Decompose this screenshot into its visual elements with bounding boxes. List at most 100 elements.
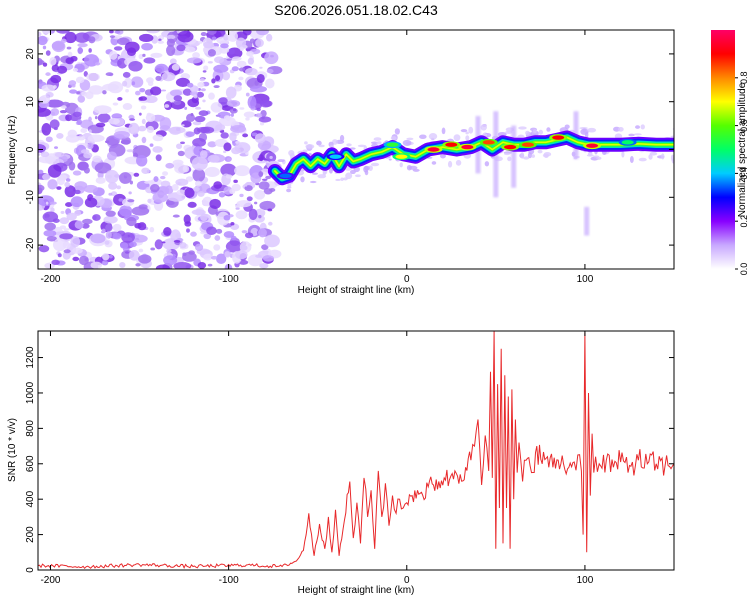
noise-blob (256, 73, 265, 84)
noise-blob (225, 86, 237, 99)
ridge-halo-blob (329, 145, 335, 148)
noise-blob (264, 171, 268, 176)
noise-blob (105, 223, 113, 232)
noise-blob (65, 178, 71, 182)
noise-blob (194, 243, 204, 252)
noise-blob (211, 78, 216, 84)
ridge-hotspot (586, 143, 599, 148)
noise-blob (258, 214, 262, 219)
noise-blob (38, 184, 45, 192)
spectrogram-x-tick-label: 100 (577, 274, 594, 285)
ridge-halo-blob (480, 124, 487, 131)
ridge-halo-blob (440, 153, 446, 159)
ridge-halo-blob (447, 160, 453, 168)
ridge-halo-blob (483, 133, 488, 137)
noise-blob (258, 154, 264, 162)
noise-blob (38, 153, 41, 156)
noise-blob (184, 46, 196, 53)
noise-blob (42, 62, 48, 67)
noise-blob (258, 116, 272, 123)
noise-blob (234, 31, 248, 41)
noise-blob (232, 108, 237, 112)
noise-blob (54, 69, 58, 73)
ridge-halo-blob (332, 139, 338, 145)
noise-blob (60, 210, 65, 214)
noise-blob (235, 37, 247, 49)
noise-blob (200, 213, 208, 222)
noise-blob (224, 251, 231, 258)
noise-blob (226, 58, 232, 61)
noise-blob (44, 262, 55, 269)
colorbar-tick-label: 0.4 (739, 167, 749, 180)
noise-blob (112, 102, 119, 106)
ridge-halo-blob (596, 156, 602, 160)
noise-blob (259, 66, 263, 69)
noise-blob (218, 191, 226, 198)
noise-blob (227, 30, 238, 42)
noise-blob (249, 85, 267, 93)
noise-blob (74, 189, 81, 195)
ridge-halo-blob (370, 141, 379, 145)
noise-blob (220, 132, 229, 139)
noise-blob (230, 113, 234, 117)
noise-blob (131, 234, 148, 243)
noise-blob (210, 255, 218, 260)
noise-blob (66, 46, 72, 50)
noise-blob (86, 232, 92, 237)
noise-blob (192, 52, 200, 59)
noise-blob (44, 222, 56, 231)
noise-blob (137, 222, 147, 231)
noise-blob (158, 38, 162, 42)
noise-blob (117, 37, 130, 46)
noise-blob (207, 263, 213, 267)
noise-blob (74, 220, 84, 229)
noise-blob (266, 68, 274, 74)
spectrogram-x-tick-label: -100 (219, 274, 239, 285)
noise-blob (171, 183, 179, 191)
noise-blob (226, 157, 232, 162)
noise-blob (239, 107, 245, 110)
ridge-halo-blob (300, 176, 305, 183)
ridge-hotspot (521, 142, 534, 147)
spectrogram-signal-ridge (267, 111, 674, 236)
noise-blob (95, 177, 106, 184)
noise-blob (101, 260, 109, 266)
noise-blob (230, 222, 235, 226)
noise-blob (215, 75, 221, 82)
colorbar-tick-label: 0.2 (739, 215, 749, 228)
noise-blob (202, 99, 206, 103)
snr-series-line (38, 331, 674, 570)
noise-blob (192, 137, 207, 147)
noise-blob (82, 218, 93, 225)
noise-blob (191, 156, 208, 171)
noise-blob (152, 192, 168, 203)
noise-blob (150, 247, 156, 251)
noise-blob (184, 187, 195, 199)
noise-blob (155, 75, 162, 81)
noise-blob (165, 200, 175, 206)
noise-blob (225, 240, 243, 253)
ridge-hotspot (461, 144, 474, 150)
noise-blob (137, 125, 147, 132)
noise-blob (116, 185, 122, 190)
noise-blob (191, 96, 199, 104)
noise-blob (122, 103, 133, 111)
ridge-spike (511, 125, 517, 188)
noise-blob (109, 35, 116, 38)
noise-blob (162, 171, 169, 176)
ridge-halo-blob (460, 129, 468, 133)
noise-blob (264, 51, 279, 65)
spectrogram-y-tick-label: 20 (25, 48, 36, 60)
noise-blob (235, 207, 240, 210)
spectrogram-y-tick-label: -10 (25, 190, 36, 205)
noise-blob (52, 238, 67, 252)
colorbar-gradient (711, 30, 735, 269)
noise-blob (203, 41, 214, 49)
noise-blob (45, 91, 54, 98)
ridge-halo-blob (376, 141, 382, 145)
noise-blob (90, 233, 106, 244)
ridge-halo-blob (614, 133, 623, 140)
ridge-halo-blob (621, 151, 625, 158)
noise-blob (213, 244, 221, 251)
noise-blob (173, 100, 182, 106)
